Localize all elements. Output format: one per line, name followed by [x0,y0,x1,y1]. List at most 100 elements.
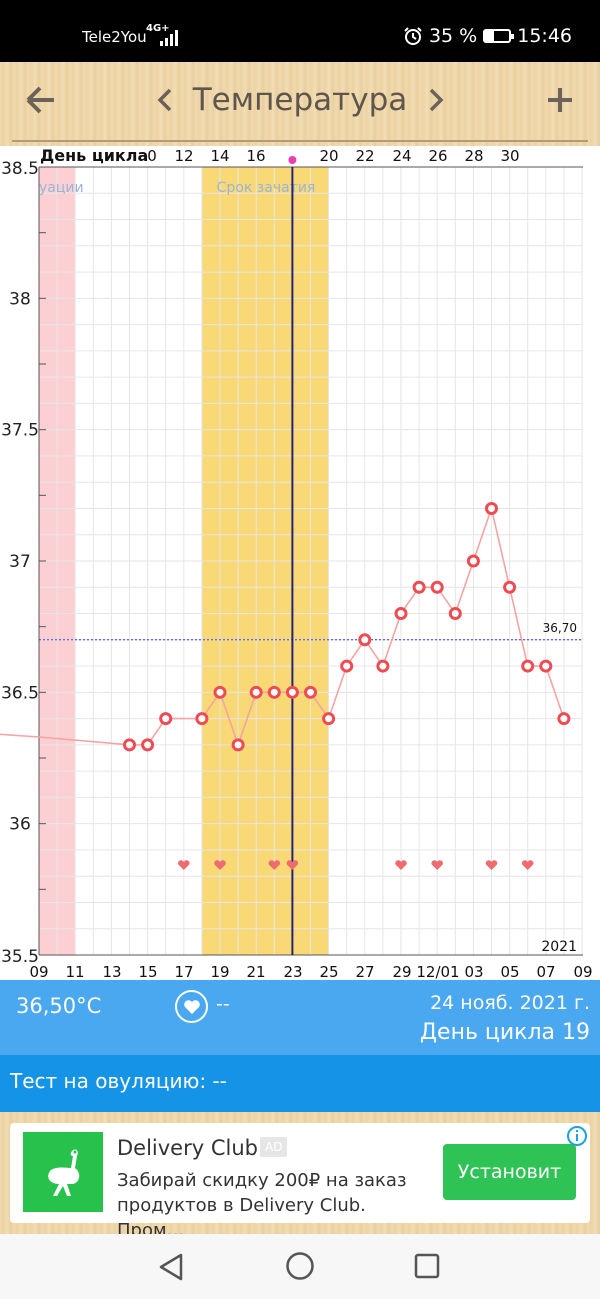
y-tick-label: 35.5 [1,947,39,967]
temperature-point [195,712,209,726]
temperature-point [376,659,390,673]
add-icon[interactable] [544,82,576,118]
top-tick-label: 16 [246,147,265,165]
clock: 15:46 [517,25,572,47]
intercourse-heart-icon [214,860,226,870]
ad-badge: AD [260,1137,288,1157]
top-tick-label: 20 [319,147,338,165]
info-icon[interactable] [566,1125,588,1147]
nav-recent-icon[interactable] [414,1253,440,1279]
bottom-tick-label: 15 [138,963,157,980]
temperature-point [249,685,263,699]
alarm-icon [404,27,422,45]
temperature-point [448,607,462,621]
y-tick-label: 36.5 [1,683,39,703]
temperature-point [213,685,227,699]
temperature-point [141,738,155,752]
chevron-left-icon[interactable] [156,84,174,116]
coverline-label: 36,70 [543,621,577,635]
temperature-point [466,554,480,568]
year-label: 2021 [541,939,577,955]
temperature-point [358,633,372,647]
top-tick-label: 24 [392,147,411,165]
y-tick-label: 37.5 [1,421,39,441]
top-tick-label: 28 [464,147,483,165]
top-tick-label: 26 [428,147,447,165]
bottom-tick-label: 25 [319,963,338,980]
nav-back-icon[interactable] [157,1252,185,1282]
ovulation-test-text: Тест на овуляцию: -- [10,1069,227,1093]
temperature-point [285,685,299,699]
menstruation-label: уации [39,180,84,196]
intercourse-heart-icon [521,860,534,870]
temperature-point [557,712,571,726]
temperature-point [267,685,281,699]
temperature-point [394,607,408,621]
intercourse-heart-icon [178,860,190,870]
chevron-right-icon[interactable] [427,84,445,116]
toolbar: Температура [0,62,600,146]
bottom-tick-label: 09 [573,963,592,980]
intercourse-heart-icon [485,860,498,870]
system-nav-bar [0,1234,600,1299]
bottom-tick-label: 12/01 [416,963,459,980]
battery-percent: 35 % [428,25,478,47]
bottom-tick-label: 27 [355,963,374,980]
y-tick-label: 36 [9,815,31,835]
bottom-tick-label: 07 [536,963,555,980]
temperature-point [322,712,336,726]
top-tick-label: 22 [355,147,374,165]
temperature-point [340,659,354,673]
temperature-chart[interactable]: 38.5 38 37.5 37 36.5 36 35.5 уации Срок зачатия Д… [0,146,600,980]
bottom-tick-label: 13 [102,963,121,980]
bottom-tick-label: 17 [174,963,193,980]
ostrich-logo-icon [23,1132,103,1212]
install-button[interactable]: Установит [443,1144,576,1200]
temperature-point [412,580,426,594]
intercourse-heart-icon [395,860,407,870]
temperature-point [231,738,245,752]
bottom-tick-label: 03 [464,963,483,980]
bottom-tick-label: 23 [283,963,302,980]
temperature-point [430,580,444,594]
back-arrow-icon[interactable] [24,80,58,120]
top-tick-label: 14 [210,147,229,165]
temperature-point [304,685,317,699]
battery-icon [483,29,515,43]
top-axis-title: День цикла [40,146,148,165]
y-tick-label: 37 [9,552,31,572]
fertile-window-label: Срок зачатия [217,180,316,196]
intercourse-heart-icon [286,860,299,870]
temperature-point [521,659,535,673]
ovulation-test-bar: Тест на овуляцию: -- [0,1055,600,1112]
temperature-point [123,738,136,752]
ad-banner[interactable]: Delivery Club AD Забирай скидку 200₽ на … [10,1123,590,1241]
ad-container: Delivery Club AD Забирай скидку 200₽ на … [0,1112,600,1241]
intercourse-value: -- [216,993,230,1015]
y-tick-label: 38.5 [1,159,39,179]
temperature-point [485,501,498,515]
bottom-tick-label: 11 [65,963,84,980]
nav-home-icon[interactable] [285,1251,315,1281]
intercourse-heart-icon [431,860,443,870]
top-tick-label: 0 [147,147,157,165]
temperature-point [159,712,173,726]
bottom-tick-label: 19 [210,963,229,980]
cycle-day: День цикла 19 [419,1020,590,1045]
day-info-bar: 36,50°C -- 24 нояб. 2021 г. День цикла 1… [0,980,600,1055]
selected-day-marker [288,156,297,164]
heart-icon [175,990,208,1023]
ad-title: Delivery Club [117,1136,258,1160]
ad-body: Забирай скидку 200₽ на заказ продуктов в… [117,1170,407,1241]
intercourse-heart-icon [268,860,281,870]
bottom-tick-label: 05 [500,963,519,980]
temperature-point [503,580,517,594]
y-tick-label: 38 [9,289,31,309]
page-title: Температура [192,82,408,118]
top-tick-label: 12 [174,147,193,165]
status-bar: Tele2You 4G+ 35 % 15:46 [0,0,600,62]
carrier-name: Tele2You [82,28,147,46]
chart-svg: 38.5 38 37.5 37 36.5 36 35.5 уации Срок зачатия Д… [0,146,593,980]
bottom-tick-label: 21 [246,963,265,980]
